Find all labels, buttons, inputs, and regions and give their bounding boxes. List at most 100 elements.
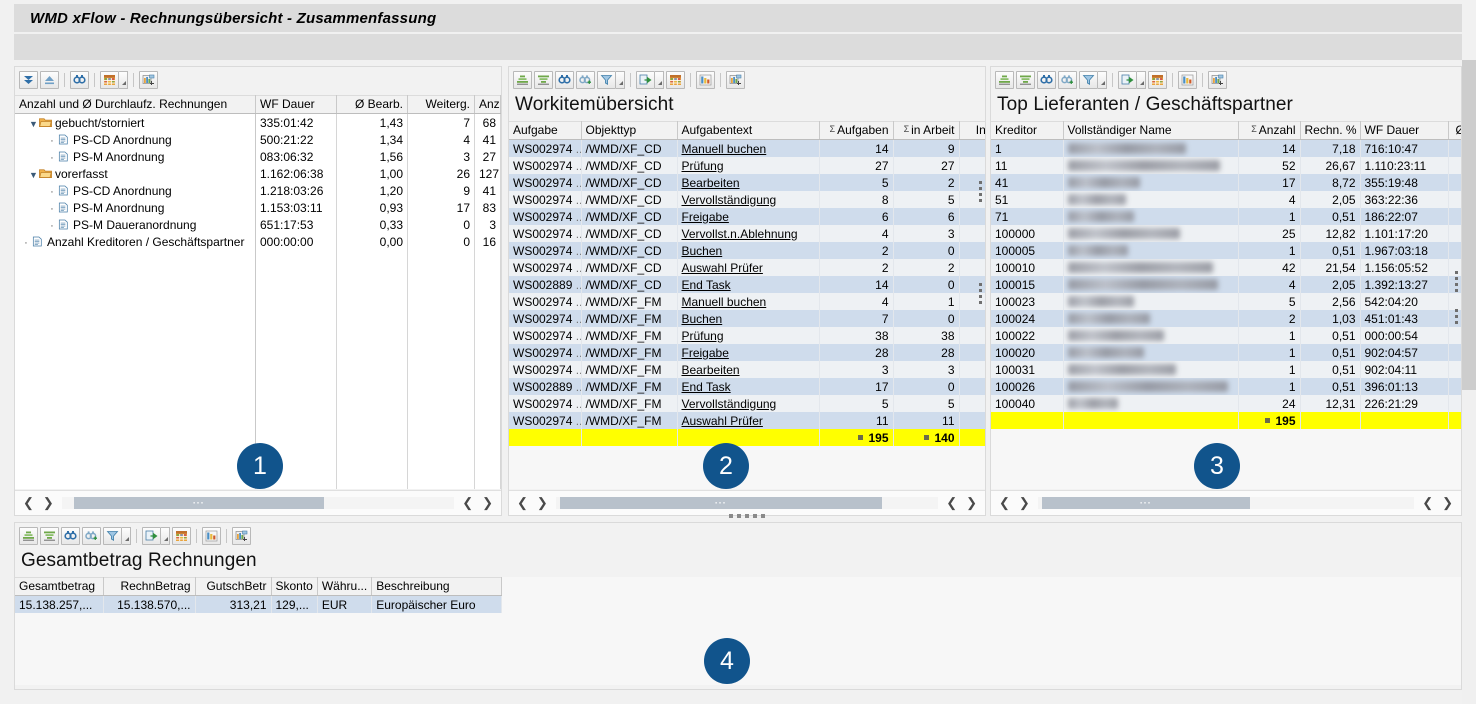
cell-aufgabentext[interactable]: End Task bbox=[677, 276, 820, 293]
table-settings-icon[interactable] bbox=[139, 71, 158, 89]
col-wf-dauer[interactable]: WF Dauer bbox=[255, 95, 337, 114]
chart-icon[interactable] bbox=[1178, 71, 1197, 89]
tree-row[interactable]: · PS-CD Anordnung 1.218:03:26 1,20 9 41 bbox=[15, 182, 501, 199]
col-waehrung[interactable]: Währu... bbox=[317, 577, 373, 596]
page-scroll-thumb[interactable] bbox=[1462, 60, 1476, 390]
table-row[interactable]: WS002974 .../WMD/XF_CDBuchen200,00 bbox=[509, 242, 985, 259]
cell-aufgabentext[interactable]: Bearbeiten bbox=[677, 174, 820, 191]
table-row[interactable]: WS002974 .../WMD/XF_CDPrüfung272719,29 bbox=[509, 157, 985, 174]
export-icon[interactable] bbox=[636, 71, 655, 89]
table-row[interactable]: WS002974 .../WMD/XF_FMFreigabe282820,00 bbox=[509, 344, 985, 361]
table-row[interactable]: WS002974 .../WMD/XF_CDFreigabe664,29 bbox=[509, 208, 985, 225]
sort-ascending-icon[interactable] bbox=[19, 527, 38, 545]
scroll-page-left-icon[interactable]: ❮ bbox=[1422, 495, 1434, 510]
scroll-right-icon[interactable]: ❯ bbox=[536, 495, 548, 510]
cell-aufgabentext[interactable]: Auswahl Prüfer bbox=[677, 259, 820, 276]
sort-ascending-icon[interactable] bbox=[995, 71, 1014, 89]
cell-aufgabentext[interactable]: Vervollständigung bbox=[677, 191, 820, 208]
col-gutschbetr[interactable]: GutschBetr bbox=[195, 577, 272, 596]
scroll-left-icons[interactable]: ❮ ❯ bbox=[15, 495, 62, 511]
col-beschreibung[interactable]: Beschreibung bbox=[371, 577, 503, 596]
scroll-left-icon[interactable]: ❮ bbox=[999, 495, 1010, 510]
scroll-left-icons[interactable]: ❮ ❯ bbox=[991, 495, 1038, 511]
scroll-track[interactable]: ··· bbox=[555, 497, 939, 509]
cell-aufgabentext[interactable]: Buchen bbox=[677, 242, 820, 259]
scroll-right-icon[interactable]: ❯ bbox=[42, 495, 54, 510]
col-anzahl-durchlaufz[interactable]: Anzahl und Ø Durchlaufz. Rechnungen bbox=[15, 95, 256, 114]
find-next-icon[interactable] bbox=[1058, 71, 1077, 89]
table-row[interactable]: WS002974 .../WMD/XF_FMPrüfung383827,14 bbox=[509, 327, 985, 344]
col-kreditor[interactable]: Kreditor bbox=[991, 121, 1064, 140]
col-wf-dauer[interactable]: WF Dauer bbox=[1360, 121, 1449, 140]
filter-icon[interactable] bbox=[597, 71, 616, 89]
sort-descending-icon[interactable] bbox=[1016, 71, 1035, 89]
col-rechn-pct[interactable]: Rechn. % bbox=[1300, 121, 1361, 140]
find-icon[interactable] bbox=[1037, 71, 1056, 89]
scroll-right-icon[interactable]: ❯ bbox=[1018, 495, 1030, 510]
scroll-left-icon[interactable]: ❮ bbox=[517, 495, 528, 510]
filter-dropdown-icon[interactable] bbox=[122, 527, 131, 545]
filter-dropdown-icon[interactable] bbox=[616, 71, 625, 89]
find-icon[interactable] bbox=[555, 71, 574, 89]
scroll-left-icon[interactable]: ❮ bbox=[23, 495, 34, 510]
cell-aufgabentext[interactable]: Buchen bbox=[677, 310, 820, 327]
tree-node-label[interactable]: ▼ gebucht/storniert bbox=[15, 113, 256, 131]
sort-ascending-icon[interactable] bbox=[513, 71, 532, 89]
grid-layout-icon[interactable] bbox=[172, 527, 191, 545]
scroll-left-icons[interactable]: ❮ ❯ bbox=[509, 495, 556, 511]
scroll-page-right-icon[interactable]: ❯ bbox=[1442, 495, 1453, 510]
col-aufgaben[interactable]: Σ Aufgaben bbox=[819, 121, 894, 140]
scroll-page-right-icon[interactable]: ❯ bbox=[966, 495, 977, 510]
export-icon[interactable] bbox=[142, 527, 161, 545]
export-dropdown-icon[interactable] bbox=[1137, 71, 1146, 89]
find-icon[interactable] bbox=[61, 527, 80, 545]
col-aufgabe[interactable]: Aufgabe bbox=[509, 121, 582, 140]
tree-node-label[interactable]: · Anzahl Kreditoren / Geschäftspartner bbox=[15, 233, 256, 250]
cell-aufgabentext[interactable]: Freigabe bbox=[677, 344, 820, 361]
row-resize-grip[interactable] bbox=[979, 283, 983, 307]
scroll-track[interactable]: ··· bbox=[1037, 497, 1415, 509]
cell-aufgabentext[interactable]: Manuell buchen bbox=[677, 293, 820, 310]
col-skonto[interactable]: Skonto bbox=[271, 577, 318, 596]
col-aufgabentext[interactable]: Aufgabentext bbox=[677, 121, 820, 140]
col-objekttyp[interactable]: Objekttyp bbox=[581, 121, 678, 140]
scroll-thumb[interactable]: ··· bbox=[559, 497, 882, 509]
table-row[interactable]: WS002974 .../WMD/XF_FMBearbeiten332,14 bbox=[509, 361, 985, 378]
col-in-bearb[interactable]: In Bearb. bbox=[959, 121, 985, 140]
tree-node-label[interactable]: · PS-M Daueranordnung bbox=[15, 216, 256, 233]
cell-aufgabentext[interactable]: Vervollst.n.Ablehnung bbox=[677, 225, 820, 242]
panel2-horizontal-scrollbar[interactable]: ❮ ❯ ··· ❮ ❯ bbox=[509, 490, 985, 515]
col-anzahl[interactable]: Σ Anzahl bbox=[1238, 121, 1301, 140]
grid-layout-dropdown-icon[interactable] bbox=[119, 71, 128, 89]
cell-aufgabentext[interactable]: Freigabe bbox=[677, 208, 820, 225]
col-avg-bearb[interactable]: Ø Bearb. bbox=[1448, 121, 1461, 140]
scroll-page-right-icon[interactable]: ❯ bbox=[482, 495, 493, 510]
cell-aufgabentext[interactable]: Manuell buchen bbox=[677, 139, 820, 157]
col-avg-bearb[interactable]: Ø Bearb. bbox=[336, 95, 408, 114]
table-row[interactable]: 15.138.257,... 15.138.570,... 313,21 129,..… bbox=[15, 595, 503, 613]
grid-layout-icon[interactable] bbox=[100, 71, 119, 89]
collapse-all-icon[interactable] bbox=[40, 71, 59, 89]
chart-icon[interactable] bbox=[202, 527, 221, 545]
col-rechnbetrag[interactable]: RechnBetrag bbox=[103, 577, 196, 596]
row-resize-grip[interactable] bbox=[979, 181, 983, 205]
expand-arrow-icon[interactable]: ▼ bbox=[29, 169, 38, 180]
export-icon[interactable] bbox=[1118, 71, 1137, 89]
table-row[interactable]: WS002974 .../WMD/XF_FMVervollständigung5… bbox=[509, 395, 985, 412]
panel-splitter-handle[interactable] bbox=[508, 512, 986, 520]
